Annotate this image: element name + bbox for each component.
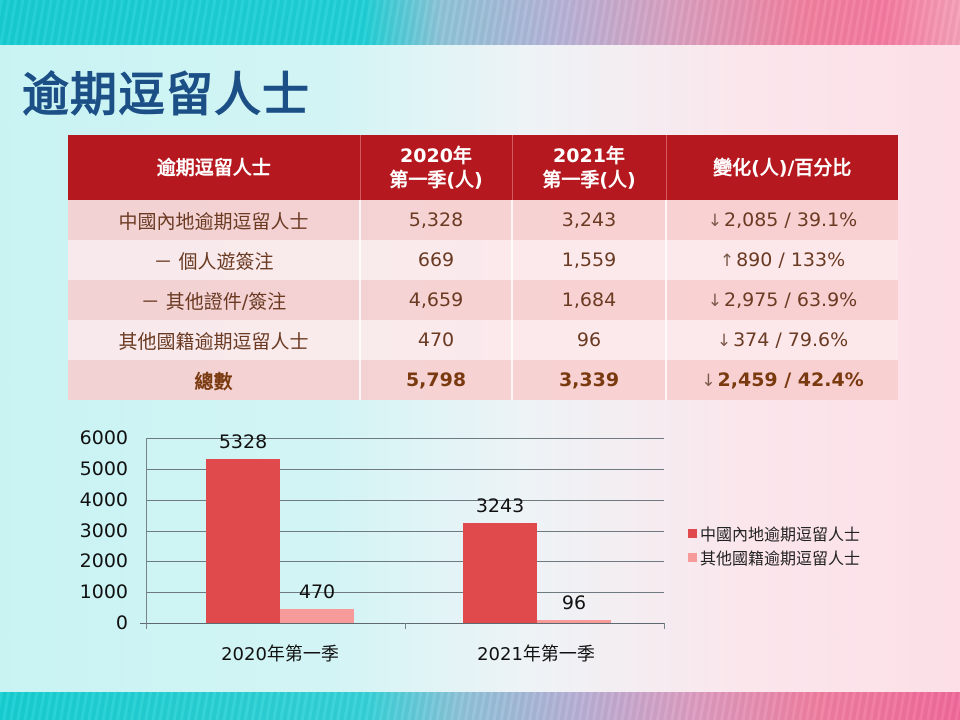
cell-2020: 669 bbox=[360, 240, 513, 280]
y-tick-label: 6000 bbox=[79, 427, 128, 449]
table-row: 其他國籍逾期逗留人士 470 96 ↓ 374 / 79.6% bbox=[68, 320, 898, 360]
cell-category: 其他國籍逾期逗留人士 bbox=[68, 320, 361, 360]
cell-change: ↓ 2,975 / 63.9% bbox=[666, 280, 898, 320]
cell-2020: 4,659 bbox=[360, 280, 513, 320]
bar-other-2021 bbox=[537, 620, 611, 623]
down-arrow-icon: ↓ bbox=[716, 331, 732, 351]
y-tick-label: 1000 bbox=[79, 581, 128, 603]
cell-category: － 其他證件/簽注 bbox=[68, 280, 361, 320]
legend-swatch-icon bbox=[688, 528, 697, 538]
decorative-top-band bbox=[0, 0, 960, 45]
table-total-row: 總數 5,798 3,339 ↓ 2,459 / 42.4% bbox=[68, 360, 898, 400]
slide-title: 逾期逗留人士 bbox=[22, 68, 310, 123]
cell-change: ↑ 890 / 133% bbox=[666, 240, 898, 280]
data-label: 5328 bbox=[218, 430, 268, 453]
bar-mainland-2021 bbox=[463, 523, 537, 623]
legend-item-other: 其他國籍逾期逗留人士 bbox=[688, 545, 860, 569]
y-tick-label: 4000 bbox=[79, 489, 128, 511]
gridline bbox=[146, 469, 664, 470]
table-header-row: 逾期逗留人士 2020年 第一季(人) 2021年 第一季(人) 變化(人)/百分比 bbox=[68, 135, 898, 200]
cell-change: ↓ 2,459 / 42.4% bbox=[666, 360, 898, 400]
cell-category: 中國內地逾期逗留人士 bbox=[68, 200, 361, 240]
cell-2021: 1,559 bbox=[512, 240, 667, 280]
table-row: 中國內地逾期逗留人士 5,328 3,243 ↓ 2,085 / 39.1% bbox=[68, 200, 898, 240]
cell-2020: 470 bbox=[360, 320, 513, 360]
cell-change: ↓ 2,085 / 39.1% bbox=[666, 200, 898, 240]
cell-2021: 3,243 bbox=[512, 200, 667, 240]
cell-2021: 96 bbox=[512, 320, 667, 360]
gridline bbox=[146, 500, 664, 501]
down-arrow-icon: ↓ bbox=[707, 291, 722, 311]
bar-other-2020 bbox=[280, 608, 354, 623]
down-arrow-icon: ↓ bbox=[701, 371, 716, 391]
table-row: － 其他證件/簽注 4,659 1,684 ↓ 2,975 / 63.9% bbox=[68, 280, 898, 320]
gridline bbox=[146, 438, 664, 439]
table-row: － 個人遊簽注 669 1,559 ↑ 890 / 133% bbox=[68, 240, 898, 280]
cell-category: － 個人遊簽注 bbox=[68, 240, 361, 280]
data-label: 96 bbox=[561, 592, 587, 615]
cell-2021: 1,684 bbox=[512, 280, 667, 320]
header-2021-q1: 2021年 第一季(人) bbox=[512, 135, 667, 200]
x-category-label: 2020年第一季 bbox=[221, 644, 339, 665]
cell-category: 總數 bbox=[68, 360, 361, 400]
x-category-label: 2021年第一季 bbox=[477, 644, 595, 665]
cell-2020: 5,798 bbox=[360, 360, 513, 400]
gridline bbox=[146, 561, 664, 562]
gridline bbox=[146, 531, 664, 532]
y-tick-label: 3000 bbox=[79, 520, 128, 542]
chart-legend: 中國內地逾期逗留人士 其他國籍逾期逗留人士 bbox=[688, 521, 860, 569]
x-tick bbox=[664, 623, 665, 629]
decorative-bottom-band bbox=[0, 692, 960, 720]
y-axis bbox=[146, 438, 147, 623]
x-axis bbox=[140, 623, 664, 624]
overstayers-table: 逾期逗留人士 2020年 第一季(人) 2021年 第一季(人) 變化(人)/百分比… bbox=[68, 135, 898, 400]
x-tick bbox=[146, 623, 147, 629]
bar-mainland-2020 bbox=[206, 458, 280, 623]
data-label: 3243 bbox=[475, 495, 525, 517]
y-tick-label: 5000 bbox=[79, 458, 128, 480]
gridline bbox=[146, 592, 664, 593]
x-tick bbox=[405, 623, 406, 629]
data-label: 470 bbox=[298, 580, 336, 603]
cell-change: ↓ 374 / 79.6% bbox=[666, 320, 898, 360]
legend-item-mainland: 中國內地逾期逗留人士 bbox=[688, 521, 860, 545]
header-change: 變化(人)/百分比 bbox=[666, 135, 898, 200]
header-category: 逾期逗留人士 bbox=[68, 135, 361, 200]
y-tick-label: 0 bbox=[115, 612, 128, 634]
cell-2020: 5,328 bbox=[360, 200, 513, 240]
cell-2021: 3,339 bbox=[512, 360, 667, 400]
down-arrow-icon: ↓ bbox=[707, 211, 722, 231]
up-arrow-icon: ↑ bbox=[719, 251, 735, 271]
y-tick-label: 2000 bbox=[79, 550, 128, 572]
legend-swatch-icon bbox=[688, 552, 697, 562]
header-2020-q1: 2020年 第一季(人) bbox=[360, 135, 513, 200]
